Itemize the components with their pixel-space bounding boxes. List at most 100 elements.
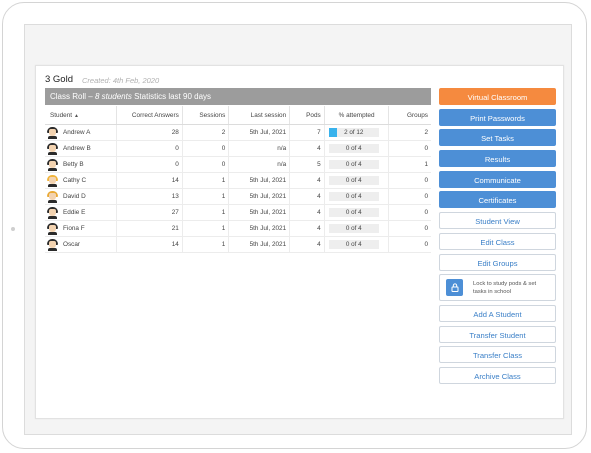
results-button[interactable]: Results	[439, 150, 556, 168]
tablet-frame: 3 Gold Created: 4th Feb, 2020 Class Roll…	[2, 2, 587, 449]
attempted-cell: 0 of 4	[323, 172, 389, 189]
attempted-cell: 0 of 4	[323, 204, 389, 221]
class-roll-separator: –	[88, 92, 93, 101]
sessions-cell: 1	[181, 172, 229, 189]
groups-cell: 2	[388, 124, 431, 141]
attempted-progress-bar: 0 of 4	[328, 240, 379, 249]
attempted-cell: 2 of 12	[323, 124, 389, 141]
class-actions-panel: Virtual Classroom Print Passwords Set Ta…	[439, 88, 556, 388]
sort-up-icon[interactable]: ▲	[74, 112, 79, 119]
student-name[interactable]: Andrew A	[63, 129, 91, 136]
attempted-cell: 0 of 4	[323, 220, 389, 237]
attempted-cell: 0 of 4	[323, 156, 389, 173]
lock-pods-panel: Lock to study pods & set tasks in school	[439, 274, 556, 302]
student-name[interactable]: Eddie E	[63, 209, 86, 216]
statistics-period: Statistics last 90 days	[134, 92, 212, 101]
virtual-classroom-button[interactable]: Virtual Classroom	[439, 88, 556, 105]
set-tasks-button[interactable]: Set Tasks	[439, 129, 556, 147]
lock-toggle-button[interactable]	[446, 279, 463, 297]
communicate-button[interactable]: Communicate	[439, 170, 556, 188]
sessions-cell: 0	[181, 140, 229, 157]
groups-cell: 0	[388, 204, 431, 221]
table-row[interactable]: Fiona F 21 1 5th Jul, 2021 4 0 of 4 0	[45, 220, 431, 237]
correct-answers-cell: 21	[116, 220, 183, 237]
attempted-progress-bar: 0 of 4	[328, 144, 379, 153]
attempted-text: 0 of 4	[345, 225, 362, 232]
student-cell[interactable]: Andrew A	[45, 124, 117, 141]
table-row[interactable]: David D 13 1 5th Jul, 2021 4 0 of 4 0	[45, 188, 431, 205]
table-row[interactable]: Oscar 14 1 5th Jul, 2021 4 0 of 4 0	[45, 236, 431, 253]
student-cell[interactable]: David D	[45, 188, 117, 205]
column-header-last-session[interactable]: Last session	[228, 106, 290, 125]
archive-class-button[interactable]: Archive Class	[439, 366, 556, 384]
student-cell[interactable]: Fiona F	[45, 220, 117, 237]
correct-answers-cell: 0	[116, 156, 183, 173]
class-roll-bar: Class Roll – 8 students Statistics last …	[45, 88, 431, 105]
last-session-cell: 5th Jul, 2021	[228, 236, 290, 253]
column-header-correct-answers[interactable]: Correct Answers	[116, 106, 183, 125]
pods-cell: 4	[289, 188, 325, 205]
attempted-text: 0 of 4	[345, 209, 362, 216]
correct-answers-cell: 28	[116, 124, 183, 141]
student-cell[interactable]: Betty B	[45, 156, 117, 173]
correct-answers-cell: 14	[116, 236, 183, 253]
class-created-date: Created: 4th Feb, 2020	[82, 76, 160, 85]
attempted-text: 0 of 4	[345, 193, 362, 200]
class-roll-label: Class Roll	[50, 92, 87, 101]
student-avatar-icon	[47, 238, 58, 251]
student-cell[interactable]: Cathy C	[45, 172, 117, 189]
transfer-class-button[interactable]: Transfer Class	[439, 346, 556, 364]
print-passwords-button[interactable]: Print Passwords	[439, 108, 556, 126]
student-name[interactable]: Oscar	[63, 241, 81, 248]
attempted-text: 0 of 4	[345, 145, 362, 152]
student-cell[interactable]: Andrew B	[45, 140, 117, 157]
column-header-attempted[interactable]: % attempted	[323, 106, 389, 125]
student-name[interactable]: Betty B	[63, 161, 84, 168]
correct-answers-cell: 13	[116, 188, 183, 205]
app-screen: 3 Gold Created: 4th Feb, 2020 Class Roll…	[24, 24, 572, 435]
student-cell[interactable]: Eddie E	[45, 204, 117, 221]
student-name[interactable]: Andrew B	[63, 145, 91, 152]
groups-cell: 0	[388, 236, 431, 253]
sessions-cell: 2	[181, 124, 229, 141]
last-session-cell: n/a	[228, 140, 290, 157]
table-row[interactable]: Cathy C 14 1 5th Jul, 2021 4 0 of 4 0	[45, 172, 431, 189]
table-row[interactable]: Andrew A 28 2 5th Jul, 2021 7 2 of 12 2	[45, 124, 431, 141]
attempted-cell: 0 of 4	[323, 188, 389, 205]
sessions-cell: 1	[181, 188, 229, 205]
table-row[interactable]: Eddie E 27 1 5th Jul, 2021 4 0 of 4 0	[45, 204, 431, 221]
student-avatar-icon	[47, 206, 58, 219]
student-cell[interactable]: Oscar	[45, 236, 117, 253]
student-view-button[interactable]: Student View	[439, 212, 556, 230]
edit-groups-button[interactable]: Edit Groups	[439, 253, 556, 271]
groups-cell: 0	[388, 172, 431, 189]
attempted-text: 0 of 4	[345, 177, 362, 184]
student-avatar-icon	[47, 190, 58, 203]
column-header-groups[interactable]: Groups	[388, 106, 431, 125]
pods-cell: 4	[289, 172, 325, 189]
last-session-cell: 5th Jul, 2021	[228, 204, 290, 221]
student-name[interactable]: David D	[63, 193, 86, 200]
sessions-cell: 1	[181, 220, 229, 237]
pods-cell: 4	[289, 204, 325, 221]
sessions-cell: 1	[181, 204, 229, 221]
student-avatar-icon	[47, 142, 58, 155]
column-header-student[interactable]: Student ▲	[45, 106, 117, 125]
groups-cell: 0	[388, 188, 431, 205]
certificates-button[interactable]: Certificates	[439, 191, 556, 209]
transfer-student-button[interactable]: Transfer Student	[439, 325, 556, 343]
attempted-text: 0 of 4	[345, 241, 362, 248]
student-name[interactable]: Fiona F	[63, 225, 85, 232]
edit-class-button[interactable]: Edit Class	[439, 232, 556, 250]
column-header-sessions[interactable]: Sessions	[181, 106, 229, 125]
table-header-row: Student ▲ Correct Answers Sessions Last s…	[45, 106, 431, 125]
student-name[interactable]: Cathy C	[63, 177, 87, 184]
attempted-progress-bar: 0 of 4	[328, 208, 379, 217]
last-session-cell: 5th Jul, 2021	[228, 172, 290, 189]
pods-cell: 4	[289, 236, 325, 253]
column-header-pods[interactable]: Pods	[289, 106, 325, 125]
groups-cell: 0	[388, 140, 431, 157]
add-student-button[interactable]: Add A Student	[439, 304, 556, 322]
